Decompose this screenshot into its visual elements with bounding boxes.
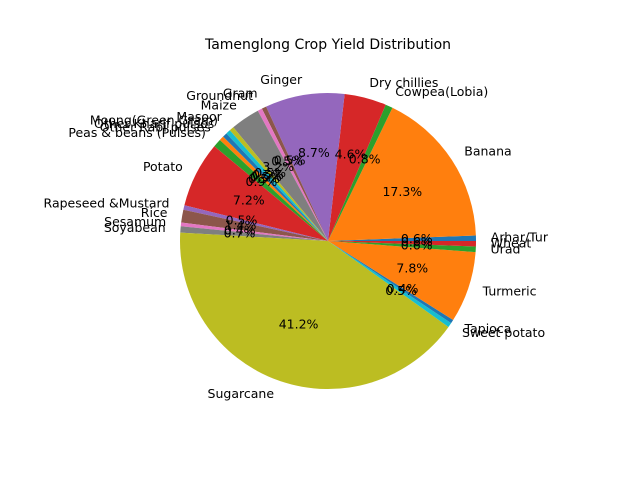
slice-label-sugarcane: Sugarcane: [208, 386, 275, 401]
percent-label-cowpea-lobia: 0.8%: [349, 152, 381, 167]
slice-label-banana: Banana: [464, 143, 511, 158]
slice-label-rapeseed-mustard: Rapeseed &Mustard: [44, 196, 170, 211]
slice-urad: [328, 241, 476, 253]
slice-label-sweet-potato: Sweet potato: [462, 325, 545, 340]
slice-label-ginger: Ginger: [260, 72, 303, 87]
percent-label-rice: 1.4%: [225, 218, 257, 233]
percent-label-turmeric: 7.8%: [396, 260, 428, 275]
chart-title: Tamenglong Crop Yield Distribution: [204, 37, 451, 53]
percent-label-masoor: 0.5%: [254, 165, 286, 180]
percent-label-potato: 7.2%: [233, 192, 265, 207]
slice-turmeric: [328, 241, 476, 321]
percent-label-soyabean: 0.7%: [224, 226, 256, 241]
percent-label-other-rabi-pulses: 0.5%: [248, 171, 280, 186]
percent-label-maize: 3.2%: [262, 159, 294, 174]
percent-label-rapeseed-mustard: 0.5%: [226, 212, 258, 227]
slice-label-cowpea-lobia: Cowpea(Lobia): [395, 84, 488, 99]
slice-label-moong-green-gram: Moong(Green Gram): [90, 112, 218, 127]
slice-label-tapioca: Tapioca: [464, 321, 512, 336]
percent-label-sugarcane: 41.2%: [279, 316, 319, 331]
percent-label-arhar-tur: 0.6%: [401, 231, 433, 246]
slice-maize: [233, 110, 328, 241]
slice-rapeseed-mustard: [183, 205, 328, 241]
percent-labels: 0.6%17.3%0.8%4.6%8.7%0.5%0.5%3.2%0.5%0.5…: [224, 145, 433, 331]
percent-label-other-kharif-pulses: 0.5%: [250, 169, 282, 184]
slice-label-wheat: Wheat: [491, 236, 532, 251]
percent-label-moong-green-gram: 0.5%: [252, 167, 284, 182]
percent-label-banana: 17.3%: [382, 184, 422, 199]
percent-label-dry-chillies: 4.6%: [335, 147, 367, 162]
percent-label-sweet-potato: 0.5%: [385, 283, 417, 298]
slice-other-kharif-pulses: [223, 133, 328, 241]
percent-label-peas-beans-pulses: 0.9%: [246, 174, 278, 189]
slice-label-urad: Urad: [491, 242, 521, 257]
slice-gram: [261, 106, 328, 241]
slice-potato: [184, 146, 328, 241]
percent-label-tapioca: 0.4%: [387, 281, 419, 296]
slice-labels: Arhar/Tur Banana Cowpea(Lobia)Dry chillies…: [44, 72, 549, 401]
percent-label-gram: 0.5%: [274, 152, 306, 167]
slice-dry-chillies: [328, 93, 386, 241]
slice-label-turmeric: Turmeric: [482, 284, 537, 299]
slice-ginger: [266, 93, 345, 241]
slice-soyabean: [180, 226, 328, 241]
slice-label-gram: Gram: [223, 86, 258, 101]
percent-label-sesamum: 0.4%: [224, 223, 256, 238]
slice-peas-beans-pulses: [214, 140, 328, 241]
percent-label-ginger: 8.7%: [298, 145, 330, 160]
percent-label-groundnut: 0.5%: [271, 154, 303, 169]
slice-label-masoor: Masoor: [176, 109, 222, 124]
slice-label-other-kharif-pulses: Other Kharif pulses: [94, 116, 214, 131]
slice-label-maize: Maize: [201, 98, 237, 113]
slice-other-rabi-pulses: [219, 136, 328, 241]
slice-sugarcane: [179, 232, 449, 390]
slice-rice: [181, 209, 328, 241]
slice-label-rice: Rice: [141, 205, 168, 220]
slice-label-dry-chillies: Dry chillies: [369, 75, 438, 90]
slice-masoor: [229, 127, 328, 241]
slice-label-potato: Potato: [143, 159, 183, 174]
slice-label-soyabean: Soyabean: [104, 220, 166, 235]
slice-label-sesamum: Sesamum: [104, 214, 166, 229]
percent-label-wheat: 0.6%: [401, 234, 433, 249]
pie-slices: [179, 93, 477, 390]
slice-arhar-tur: [328, 235, 477, 241]
slice-sweet-potato: [328, 241, 452, 327]
slice-moong-green-gram: [226, 130, 328, 241]
slice-sesamum: [180, 222, 328, 241]
slice-wheat: [328, 241, 477, 247]
slice-label-groundnut: Groundnut: [186, 88, 253, 103]
percent-label-urad: 0.6%: [401, 238, 433, 253]
slice-cowpea-lobia: [328, 104, 393, 242]
slice-groundnut: [257, 108, 328, 241]
slice-tapioca: [328, 241, 454, 324]
slice-label-peas-beans-pulses: Peas & beans (Pulses): [68, 125, 206, 140]
slice-label-other-rabi-pulses: Other Rabi pulses: [100, 120, 211, 135]
slice-banana: [328, 107, 476, 242]
slice-label-arhar-tur: Arhar/Tur: [491, 229, 549, 244]
